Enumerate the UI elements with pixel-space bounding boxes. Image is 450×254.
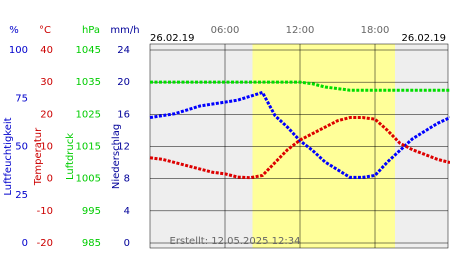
y-tick-label: 1045 [76, 45, 101, 56]
y-tick-label: 30 [40, 77, 53, 88]
axis-label: Luftfeuchtigkeit [3, 117, 14, 195]
y-tick-label: 985 [82, 238, 101, 249]
y-tick-label: 25 [15, 190, 28, 201]
y-tick-label: 40 [40, 45, 53, 56]
x-tick-label: 06:00 [211, 25, 240, 36]
y-tick-label: 1035 [76, 77, 101, 88]
y-tick-label: 24 [117, 45, 130, 56]
y-tick-label: 0 [124, 238, 130, 249]
y-tick-label: 50 [15, 142, 28, 153]
x-tick-label: 18:00 [361, 25, 390, 36]
axis-unit: % [9, 25, 19, 36]
y-tick-label: 0 [22, 238, 28, 249]
y-tick-label: 4 [124, 206, 130, 217]
y-tick-label: 1005 [76, 174, 101, 185]
y-tick-label: 100 [9, 45, 28, 56]
y-tick-label: 8 [124, 174, 130, 185]
y-tick-label: 10 [40, 142, 53, 153]
x-tick-label: 12:00 [286, 25, 315, 36]
y-tick-label: -10 [37, 206, 53, 217]
y-tick-label: -20 [37, 238, 53, 249]
y-tick-label: 75 [15, 93, 28, 104]
date-left: 26.02.19 [150, 33, 195, 44]
axis-unit: °C [39, 25, 51, 36]
series-line [149, 116, 450, 180]
y-tick-label: 20 [117, 77, 130, 88]
y-tick-label: 1025 [76, 109, 101, 120]
axis-label: Luftdruck [65, 133, 76, 180]
y-tick-label: 16 [117, 109, 130, 120]
axis-unit: hPa [82, 25, 100, 36]
axis-label: Niederschlag [111, 124, 122, 189]
series-line [149, 90, 450, 179]
y-tick-label: 1015 [76, 142, 101, 153]
plot-frame [149, 43, 449, 249]
y-tick-label: 12 [117, 142, 130, 153]
created-note: Erstellt: 12.05.2025 12:34 [170, 236, 301, 247]
daylight [252, 44, 395, 248]
axis-unit: mm/h [110, 25, 139, 36]
axis-label: Temperatur [33, 127, 44, 186]
date-right: 26.02.19 [401, 33, 446, 44]
y-tick-label: 20 [40, 109, 53, 120]
series-line [150, 80, 450, 92]
y-tick-label: 995 [82, 206, 101, 217]
y-tick-label: 0 [47, 174, 53, 185]
